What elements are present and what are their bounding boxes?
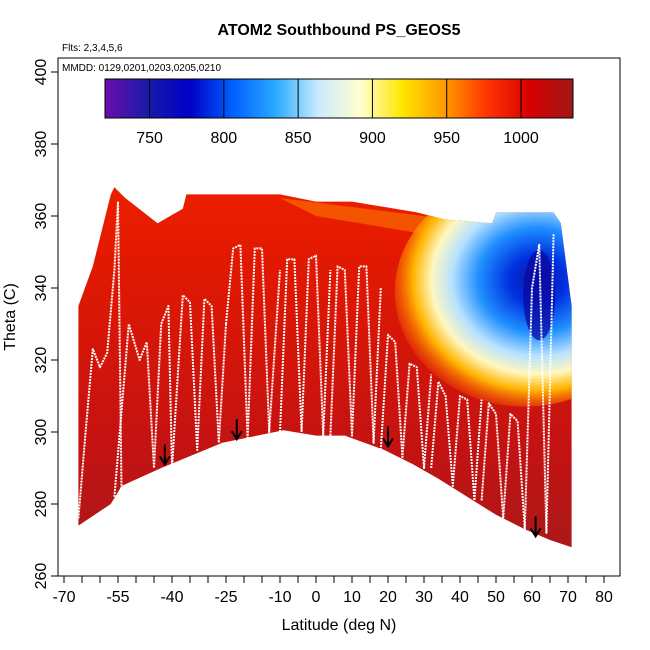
x-axis-label: Latitude (deg N) xyxy=(282,617,397,634)
colorbar-tick-label: 950 xyxy=(433,130,460,147)
y-axis-tick-label: 400 xyxy=(33,59,50,86)
y-axis-label: Theta (C) xyxy=(2,283,19,351)
dates-note: MMDD: 0129,0201,0203,0205,0210 xyxy=(62,63,221,74)
x-axis-tick-label: -40 xyxy=(160,589,183,606)
x-axis-tick-label: 70 xyxy=(559,589,577,606)
colorbar-tick-label: 900 xyxy=(359,130,386,147)
x-axis-tick-label: 10 xyxy=(343,589,361,606)
y-axis-tick-label: 300 xyxy=(33,419,50,446)
arrow-head xyxy=(529,527,542,539)
flight-path-segment xyxy=(113,305,173,497)
colorbar-ticks: 750 800 850 900 950 1000 xyxy=(136,79,539,147)
colorbar-tick-label: 750 xyxy=(136,130,163,147)
plot-frame xyxy=(57,57,621,577)
flight-path-segment xyxy=(171,294,227,469)
profile-arrows xyxy=(158,419,542,539)
heatmap-anomaly xyxy=(394,187,572,407)
arrow-head xyxy=(158,455,171,467)
chart-title: ATOM2 Southbound PS_GEOS5 xyxy=(218,22,461,39)
x-axis-tick-label: 80 xyxy=(595,589,613,606)
y-axis: 260 280 300 320 340 360 380 400 xyxy=(33,59,58,590)
y-axis-tick-label: 280 xyxy=(33,491,50,518)
arrow-head xyxy=(230,430,243,442)
flights-note: Flts: 2,3,4,5,6 xyxy=(62,43,123,54)
x-axis-tick-label: 20 xyxy=(379,589,397,606)
y-axis-tick-label: 260 xyxy=(33,563,50,590)
y-axis-tick-label: 380 xyxy=(33,131,50,158)
flight-paths xyxy=(77,200,555,534)
x-axis-tick-label: -10 xyxy=(268,589,291,606)
x-axis-tick-label: 60 xyxy=(523,589,541,606)
x-axis: -70 -55 -40 -25 -10 0 10 20 30 40 50 60 70 80 xyxy=(52,576,613,606)
x-axis-tick-label: 40 xyxy=(451,589,469,606)
x-axis-tick-label: 50 xyxy=(487,589,505,606)
flight-path-segment xyxy=(329,265,382,444)
x-axis-tick-label: 30 xyxy=(415,589,433,606)
flight-path-segment xyxy=(225,243,281,441)
colorbar-tick-label: 1000 xyxy=(503,130,539,147)
flight-path-segment xyxy=(430,380,483,502)
x-axis-tick-label: -25 xyxy=(214,589,237,606)
flight-path-segment xyxy=(480,233,555,534)
flight-path-segment xyxy=(279,254,332,437)
colorbar-tick-label: 800 xyxy=(211,130,238,147)
flight-path-segment xyxy=(379,333,433,469)
flight-path-segment xyxy=(77,200,123,519)
y-axis-tick-label: 360 xyxy=(33,203,50,230)
x-axis-tick-label: -55 xyxy=(106,589,129,606)
x-axis-tick-label: 0 xyxy=(312,589,321,606)
x-axis-tick-label: -70 xyxy=(52,589,75,606)
colorbar-tick-label: 850 xyxy=(285,130,312,147)
arrow-head xyxy=(382,437,394,449)
y-axis-tick-label: 340 xyxy=(33,275,50,302)
y-axis-tick-label: 320 xyxy=(33,347,50,374)
colorbar xyxy=(104,78,574,119)
